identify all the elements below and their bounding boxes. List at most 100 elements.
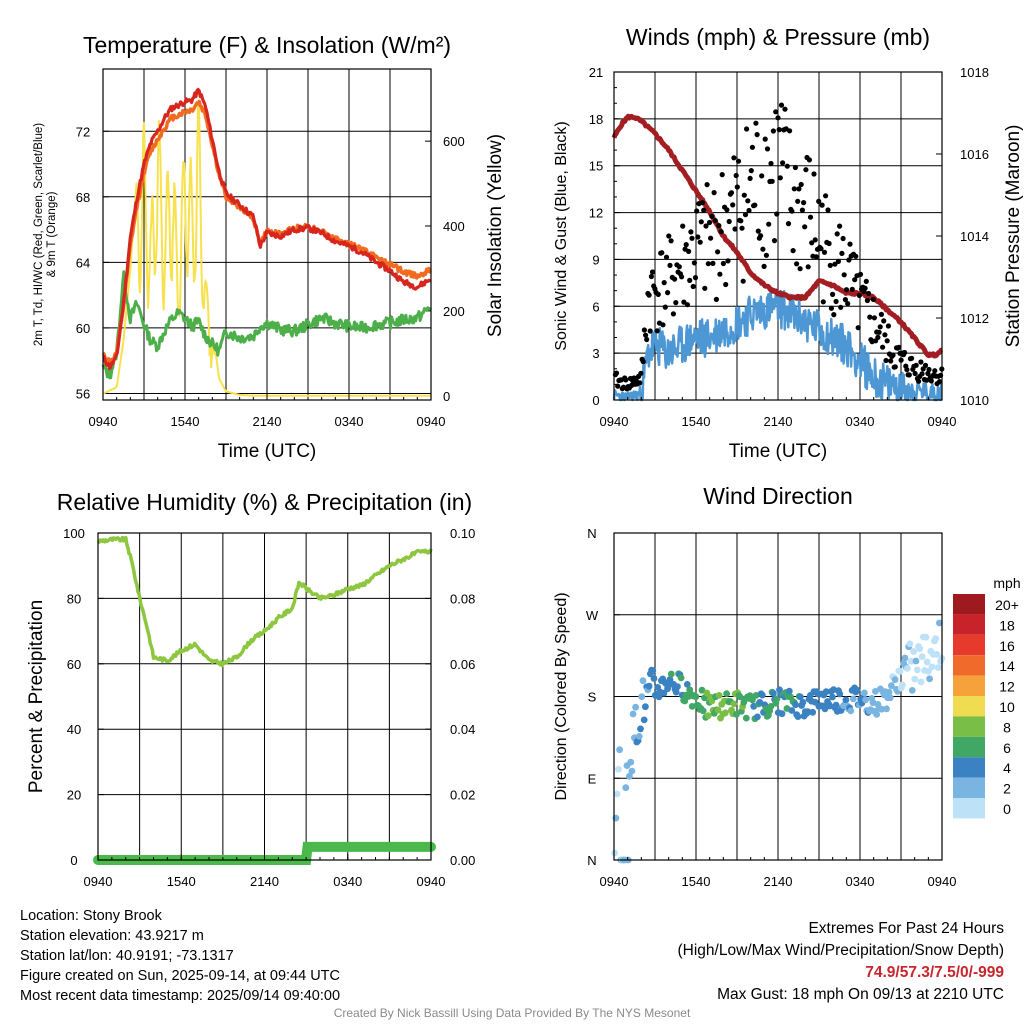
gust-point bbox=[832, 261, 838, 267]
y-tick-label: W bbox=[586, 608, 599, 623]
station-elevation: Station elevation: 43.9217 m bbox=[20, 928, 204, 944]
direction-point bbox=[715, 692, 723, 699]
gust-point bbox=[665, 290, 671, 296]
direction-point bbox=[639, 677, 647, 685]
gust-point bbox=[839, 250, 845, 256]
direction-point bbox=[842, 696, 850, 704]
gust-point bbox=[828, 305, 835, 311]
direction-point bbox=[924, 668, 932, 675]
direction-point bbox=[638, 693, 646, 701]
direction-point bbox=[626, 772, 633, 780]
y-tick-label: N bbox=[587, 526, 596, 541]
direction-point bbox=[832, 701, 840, 709]
gust-point bbox=[892, 364, 898, 370]
x-tick-label: 0940 bbox=[928, 414, 957, 429]
colorbar-label: 2 bbox=[1003, 781, 1011, 797]
gust-point bbox=[752, 202, 758, 208]
direction-point bbox=[916, 645, 924, 653]
gust-point bbox=[716, 223, 722, 229]
gust-point bbox=[916, 378, 922, 384]
gust-point bbox=[819, 202, 825, 208]
colorbar-swatch bbox=[953, 655, 985, 676]
gust-point bbox=[709, 213, 715, 219]
gust-point bbox=[782, 106, 788, 112]
direction-point bbox=[770, 690, 777, 697]
chart-title: Wind Direction bbox=[703, 483, 853, 509]
gust-point bbox=[745, 198, 751, 204]
colorbar-swatch bbox=[953, 736, 985, 758]
colorbar-swatch bbox=[953, 798, 985, 819]
chart-title: Temperature (F) & Insolation (W/m²) bbox=[83, 32, 451, 58]
gust-point bbox=[888, 358, 894, 364]
gust-point bbox=[790, 248, 796, 254]
y-right-tick-label: 0.08 bbox=[450, 591, 475, 606]
gust-point bbox=[699, 200, 706, 206]
colorbar-label: 14 bbox=[999, 658, 1015, 674]
direction-point bbox=[611, 849, 619, 857]
y-right-axis-label: Station Pressure (Maroon) bbox=[1003, 125, 1024, 348]
gust-point bbox=[660, 322, 666, 328]
direction-point bbox=[616, 746, 623, 754]
gust-point bbox=[795, 198, 801, 204]
panel-3: 0 20 40 60 80 100 0.00 0.02 0.04 0.06 0.08 0.10 0940… bbox=[26, 489, 475, 889]
figure-created: Figure created on Sun, 2025-09-14, at 09… bbox=[20, 968, 340, 984]
gust-point bbox=[825, 207, 831, 213]
gust-point bbox=[862, 285, 868, 291]
gust-point bbox=[691, 260, 698, 266]
gust-point bbox=[769, 178, 775, 184]
gust-point bbox=[623, 377, 629, 383]
gust-point bbox=[659, 250, 665, 256]
gust-point bbox=[823, 193, 829, 199]
gust-point bbox=[766, 221, 772, 227]
x-tick-label: 0340 bbox=[846, 874, 875, 889]
gust-point bbox=[896, 344, 902, 350]
y-left-tick-label: 6 bbox=[592, 299, 599, 314]
gust-point bbox=[875, 334, 881, 340]
gust-point bbox=[837, 223, 843, 229]
gust-point bbox=[811, 171, 817, 177]
colorbar-label: 18 bbox=[999, 617, 1015, 633]
gust-point bbox=[932, 368, 938, 374]
y-left-axis-label-line: & 9m T (Orange) bbox=[46, 191, 58, 277]
gust-point bbox=[741, 192, 747, 198]
colorbar-label: 12 bbox=[999, 679, 1015, 695]
gust-point bbox=[692, 275, 699, 281]
direction-point bbox=[836, 690, 844, 698]
panel-4: N E S W N 0940 1540 2140 0340 0940 Wind Direction D… bbox=[553, 483, 956, 889]
colorbar-label: 6 bbox=[1003, 740, 1011, 756]
direction-point bbox=[862, 696, 869, 704]
gust-point bbox=[703, 223, 709, 229]
series-sonic-wind bbox=[612, 288, 943, 402]
gust-point bbox=[774, 211, 780, 217]
y-right-tick-label: 1010 bbox=[960, 393, 989, 408]
direction-point bbox=[794, 713, 802, 720]
direction-point bbox=[888, 682, 895, 690]
gust-point bbox=[701, 207, 707, 213]
gust-point bbox=[706, 219, 713, 226]
gust-point bbox=[803, 167, 809, 173]
gust-point bbox=[758, 233, 764, 239]
direction-point bbox=[896, 668, 904, 675]
gust-point bbox=[644, 336, 650, 343]
gust-point bbox=[883, 357, 889, 364]
y-left-tick-label: 80 bbox=[67, 591, 81, 606]
gust-point bbox=[668, 238, 674, 244]
colorbar-label: 0 bbox=[1003, 801, 1011, 817]
direction-point bbox=[912, 657, 920, 665]
direction-point bbox=[849, 695, 857, 703]
gust-point bbox=[821, 249, 828, 255]
direction-point bbox=[650, 675, 658, 682]
x-tick-label: 0940 bbox=[600, 414, 629, 429]
y-right-tick-label: 0.00 bbox=[450, 853, 475, 868]
gust-point bbox=[725, 258, 731, 264]
direction-point bbox=[822, 688, 830, 696]
gust-point bbox=[913, 362, 919, 368]
colorbar-label: 10 bbox=[999, 699, 1015, 715]
direction-point bbox=[899, 681, 906, 689]
direction-point bbox=[821, 705, 829, 713]
gust-point bbox=[826, 240, 832, 247]
gust-point bbox=[846, 257, 852, 263]
gust-point bbox=[735, 158, 742, 164]
gust-point bbox=[898, 357, 904, 363]
gust-point bbox=[784, 163, 790, 169]
